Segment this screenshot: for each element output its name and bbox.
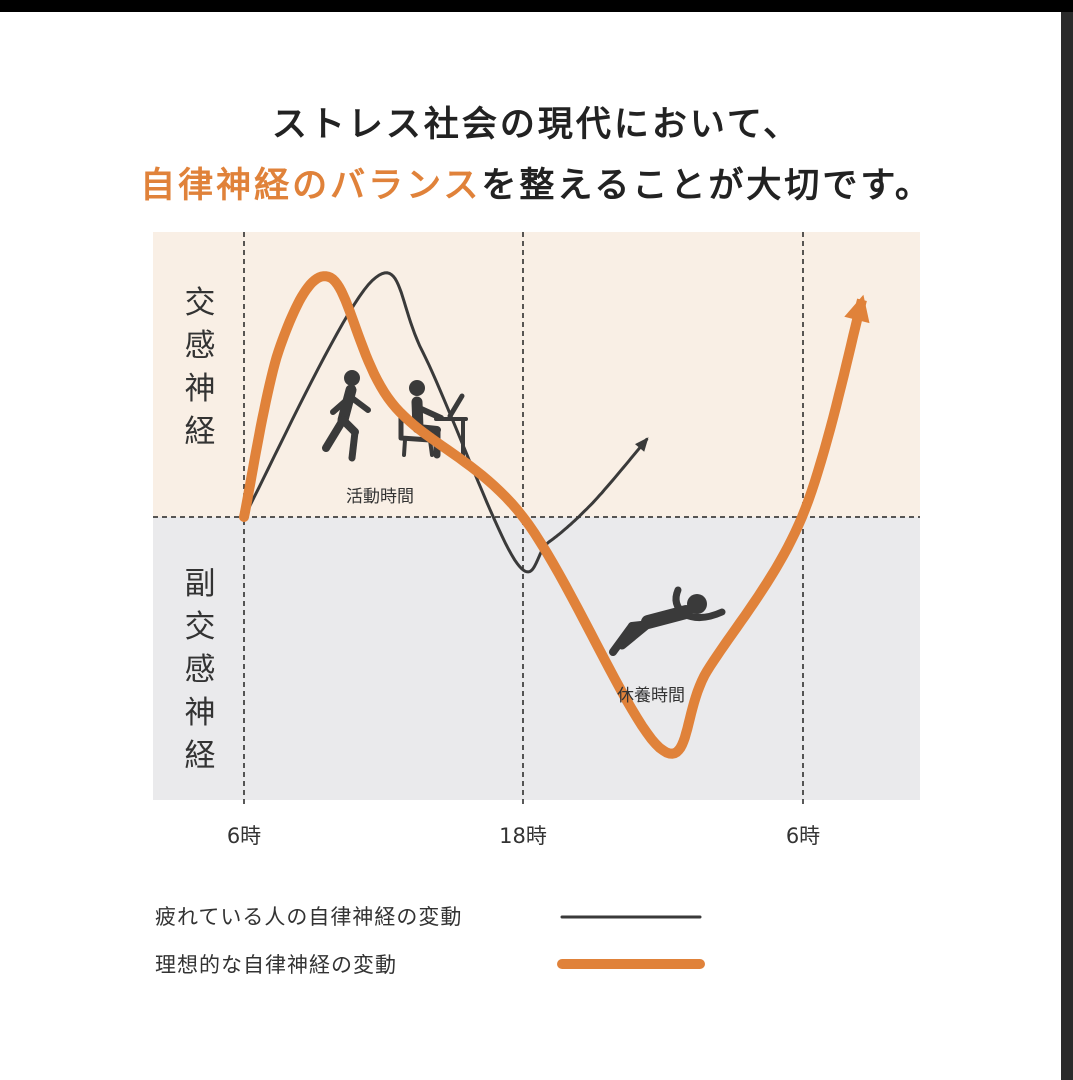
legend-label-tired: 疲れている人の自律神経の変動 — [155, 905, 463, 929]
x-tick-label: 18時 — [499, 824, 547, 848]
legend-label-ideal: 理想的な自律神経の変動 — [155, 953, 397, 977]
right-border — [1061, 12, 1073, 1080]
x-tick-label: 6時 — [785, 824, 821, 848]
resting-person-icon — [609, 586, 726, 656]
series-arrow-ideal — [844, 294, 870, 324]
series-arrow-tired — [635, 437, 649, 452]
activity-time-label: 活動時間 — [346, 487, 414, 507]
desk-worker-icon — [398, 380, 468, 460]
headline-rest: を整えることが大切です。 — [481, 166, 933, 206]
parasympathetic-axis-label: 副交感神経 — [184, 566, 216, 774]
headline-line-1: ストレス社会の現代において、 — [271, 105, 802, 145]
running-person-icon — [322, 370, 371, 462]
headline-line-2: 自律神経のバランスを整えることが大切です。 — [0, 157, 1073, 208]
sympathetic-axis-label: 交感神経 — [184, 285, 216, 450]
x-tick-label: 6時 — [226, 824, 262, 848]
headline-highlight: 自律神経のバランス — [140, 166, 482, 206]
sympathetic-band — [153, 232, 920, 517]
series-line-tired — [242, 271, 649, 574]
series-line-ideal — [239, 271, 867, 759]
rest-time-label: 休養時間 — [617, 686, 685, 706]
